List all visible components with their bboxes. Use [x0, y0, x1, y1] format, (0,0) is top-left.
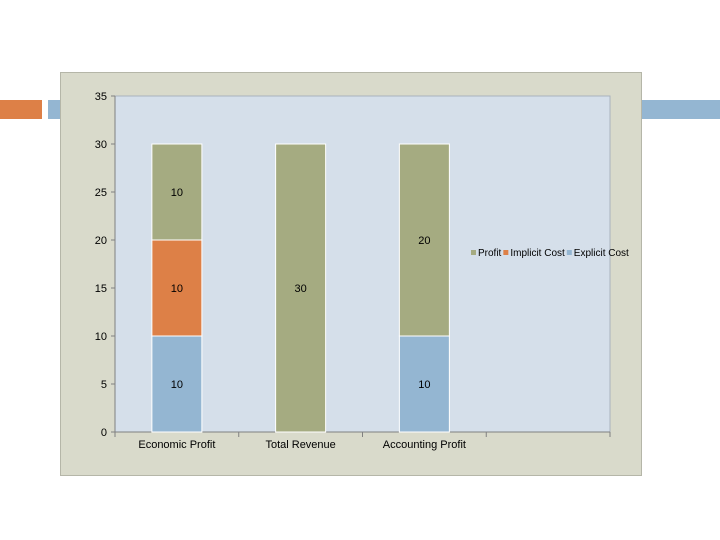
legend-item: Explicit Cost: [574, 248, 629, 259]
data-label: 20: [418, 235, 430, 247]
data-label: 10: [171, 187, 183, 199]
y-tick-label: 10: [95, 331, 107, 343]
data-label: 10: [171, 283, 183, 295]
accent-bar-blue-left: [48, 100, 62, 119]
bar-profit: [398, 143, 450, 337]
bar-implicit-cost: [151, 239, 203, 337]
data-label: 30: [295, 283, 307, 295]
y-tick-label: 5: [101, 379, 107, 391]
bar-explicit-cost: [151, 335, 203, 433]
legend-swatch: [503, 250, 509, 255]
y-tick-label: 0: [101, 427, 107, 439]
accent-bar-orange: [0, 100, 42, 119]
bar-profit: [151, 143, 203, 241]
bar-explicit-cost: [398, 335, 450, 433]
data-label: 10: [418, 379, 430, 391]
data-label: 10: [171, 379, 183, 391]
legend-swatch: [566, 250, 572, 255]
y-tick-label: 35: [95, 91, 107, 103]
legend-item: Implicit Cost: [510, 248, 565, 259]
y-tick-label: 20: [95, 235, 107, 247]
legend-swatch: [471, 250, 476, 255]
y-tick-label: 15: [95, 283, 107, 295]
legend-item: Profit: [478, 248, 502, 259]
bar-profit: [275, 143, 327, 433]
x-tick-label: Economic Profit: [138, 439, 215, 451]
accent-bar-blue-right: [642, 100, 720, 119]
y-tick-label: 25: [95, 187, 107, 199]
x-tick-label: Total Revenue: [265, 439, 335, 451]
y-tick-label: 30: [95, 139, 107, 151]
x-tick-label: Accounting Profit: [383, 439, 466, 451]
